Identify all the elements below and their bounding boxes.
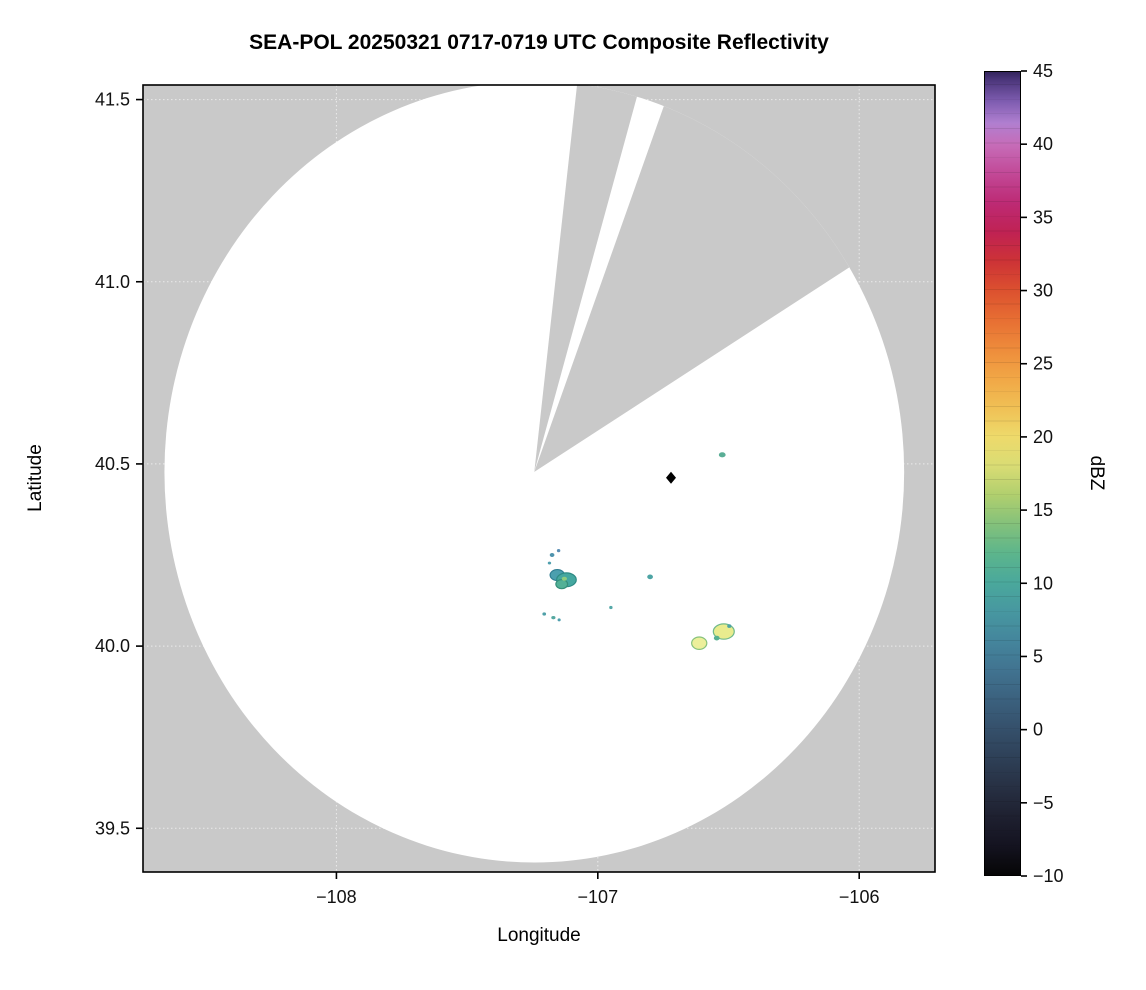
echo bbox=[542, 612, 547, 616]
echo bbox=[727, 624, 732, 628]
y-tick-label: 41.0 bbox=[95, 272, 130, 292]
colorbar-tick-label: 25 bbox=[1033, 354, 1053, 374]
x-axis-label: Longitude bbox=[497, 925, 581, 946]
radar-site-marker bbox=[666, 471, 676, 484]
y-tick-label: 40.5 bbox=[95, 454, 130, 474]
echo bbox=[549, 553, 555, 558]
chart-title: SEA-POL 20250321 0717-0719 UTC Composite… bbox=[249, 31, 829, 54]
colorbar-tick-label: −10 bbox=[1033, 866, 1064, 886]
y-axis-ticks: 39.5 40.0 40.5 41.0 41.5 bbox=[95, 90, 143, 838]
colorbar-tick-label: 30 bbox=[1033, 281, 1053, 301]
missing-sector bbox=[534, 85, 772, 472]
colorbar-tick-label: 40 bbox=[1033, 134, 1053, 154]
colorbar-tick-label: 15 bbox=[1033, 500, 1053, 520]
x-tick-label: −107 bbox=[578, 887, 619, 907]
colorbar-tick-label: 5 bbox=[1033, 646, 1043, 666]
missing-sectors bbox=[534, 85, 905, 472]
axes-frame bbox=[142, 84, 936, 873]
echo bbox=[551, 616, 556, 620]
x-tick-label: −106 bbox=[839, 887, 880, 907]
echo bbox=[691, 636, 708, 650]
echo-patches bbox=[542, 452, 735, 650]
colorbar-tick-label: 0 bbox=[1033, 720, 1043, 740]
colorbar bbox=[984, 71, 1021, 876]
colorbar-tick-label: −5 bbox=[1033, 793, 1054, 813]
missing-sector bbox=[534, 85, 905, 472]
colorbar-tick-label: 45 bbox=[1033, 61, 1053, 81]
y-tick-label: 39.5 bbox=[95, 818, 130, 838]
x-tick-label: −108 bbox=[316, 887, 357, 907]
y-tick-label: 41.5 bbox=[95, 90, 130, 110]
colorbar-tick-label: 20 bbox=[1033, 427, 1053, 447]
echo bbox=[647, 574, 653, 580]
echo bbox=[555, 579, 569, 590]
colorbar-tick-label: 10 bbox=[1033, 573, 1053, 593]
echo bbox=[561, 576, 567, 581]
echo bbox=[547, 561, 552, 565]
echo bbox=[609, 605, 613, 610]
plot-area bbox=[143, 85, 935, 872]
echo bbox=[557, 618, 561, 622]
colorbar-bands bbox=[985, 72, 1020, 875]
colorbar-tick-label: 35 bbox=[1033, 207, 1053, 227]
echo bbox=[718, 452, 726, 458]
x-axis-ticks: −108 −107 −106 bbox=[316, 872, 879, 907]
colorbar-ticks: −10 −5 0 5 10 15 20 25 30 35 40 45 bbox=[1021, 61, 1064, 886]
y-tick-label: 40.0 bbox=[95, 636, 130, 656]
echo bbox=[556, 549, 561, 553]
echo bbox=[713, 635, 720, 641]
